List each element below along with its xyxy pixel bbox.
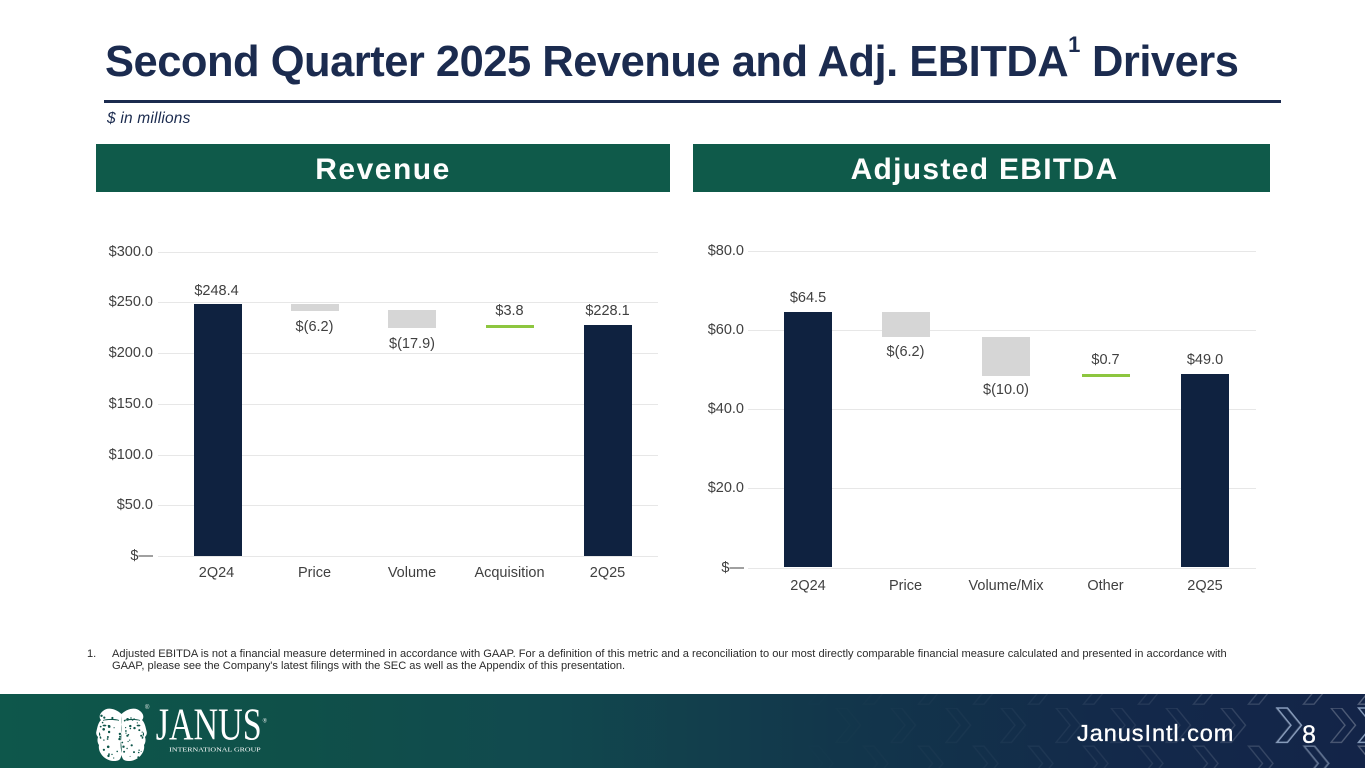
svg-text:INTERNATIONAL GROUP: INTERNATIONAL GROUP <box>169 746 261 753</box>
svg-text:JANUS: JANUS <box>156 702 262 749</box>
svg-text:®: ® <box>263 717 268 724</box>
